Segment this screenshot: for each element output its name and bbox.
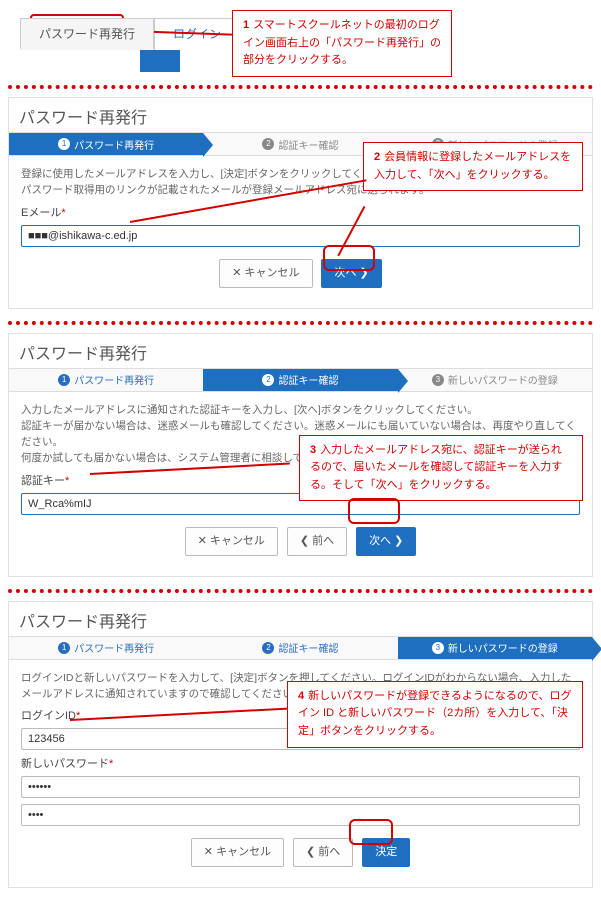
callout-4-text: 新しいパスワードが登録できるようになるので、ログイン ID と新しいパスワード（… (298, 690, 571, 737)
step-num-icon: 2 (262, 138, 274, 150)
panel-1: パスワード再発行 1 パスワード再発行 2 認証キー確認 3 新しいパスワードの… (8, 97, 593, 309)
separator-2 (8, 321, 593, 325)
authkey-label-text: 認証キー (21, 475, 65, 487)
panel-1-buttons: ✕ キャンセル 次へ ❯ (21, 259, 580, 288)
page-title: パスワード再発行 (9, 334, 592, 368)
separator-1 (8, 85, 593, 89)
step-1-label: パスワード再発行 (74, 372, 154, 387)
decorative-blue-stub (140, 50, 180, 72)
step-num-icon: 1 (58, 374, 70, 386)
next-button[interactable]: 次へ ❯ (321, 259, 381, 288)
cancel-button[interactable]: ✕ キャンセル (185, 527, 278, 556)
separator-3 (8, 589, 593, 593)
callout-2-num: 2 (374, 151, 380, 163)
step-1-label: パスワード再発行 (74, 137, 154, 152)
callout-1: 1スマートスクールネットの最初のログイン画面右上の「パスワード再発行」の部分をク… (232, 10, 452, 77)
step-num-icon: 2 (262, 374, 274, 386)
panel-3-buttons: ✕ キャンセル ❮ 前へ 決定 (21, 838, 580, 867)
step-2-active: 2 認証キー確認 (203, 368, 397, 392)
step-num-icon: 3 (432, 642, 444, 654)
section-panel-1: パスワード再発行 1 パスワード再発行 2 認証キー確認 3 新しいパスワードの… (0, 97, 601, 309)
tab-password-reissue[interactable]: パスワード再発行 (20, 18, 154, 50)
step-1-link[interactable]: 1 パスワード再発行 (9, 636, 203, 660)
callout-1-text: スマートスクールネットの最初のログイン画面右上の「パスワード再発行」の部分をクリ… (243, 19, 441, 66)
step-1-link[interactable]: 1 パスワード再発行 (9, 368, 203, 392)
step-3-label: 新しいパスワードの登録 (448, 640, 558, 655)
email-input[interactable] (21, 225, 580, 247)
callout-2-text: 会員情報に登録したメールアドレスを入力して、「次へ」をクリックする。 (374, 151, 571, 181)
section-panel-3: パスワード再発行 1 パスワード再発行 2 認証キー確認 3 新しいパスワードの… (0, 601, 601, 889)
callout-2: 2会員情報に登録したメールアドレスを入力して、「次へ」をクリックする。 (363, 142, 583, 191)
section-panel-2: パスワード再発行 1 パスワード再発行 2 認証キー確認 3 新しいパスワードの… (0, 333, 601, 577)
required-mark: * (61, 207, 65, 219)
newpw-label: 新しいパスワード* (21, 756, 580, 773)
panel-2-buttons: ✕ キャンセル ❮ 前へ 次へ ❯ (21, 527, 580, 556)
step-num-icon: 2 (262, 642, 274, 654)
step-1-label: パスワード再発行 (74, 640, 154, 655)
callout-3-num: 3 (310, 444, 316, 456)
next-button[interactable]: 次へ ❯ (356, 527, 416, 556)
page-title: パスワード再発行 (9, 602, 592, 636)
email-label: Eメール* (21, 205, 580, 222)
step-num-icon: 1 (58, 642, 70, 654)
stepper-3: 1 パスワード再発行 2 認証キー確認 3 新しいパスワードの登録 (9, 636, 592, 660)
step-num-icon: 1 (58, 138, 70, 150)
prev-button[interactable]: ❮ 前へ (287, 527, 347, 556)
prev-button[interactable]: ❮ 前へ (293, 838, 353, 867)
required-mark: * (65, 475, 69, 487)
step-3: 3 新しいパスワードの登録 (398, 368, 592, 392)
required-mark: * (109, 758, 113, 770)
loginid-label-text: ログインID (21, 710, 76, 722)
decide-button[interactable]: 決定 (362, 838, 410, 867)
step-2-label: 認証キー確認 (278, 640, 338, 655)
required-mark: * (76, 710, 80, 722)
step-2-link[interactable]: 2 認証キー確認 (203, 636, 397, 660)
step-1-active: 1 パスワード再発行 (9, 132, 203, 156)
panel-2-desc1: 入力したメールアドレスに通知された認証キーを入力し、[次へ]ボタンをクリックして… (21, 402, 580, 418)
newpw-input-2[interactable] (21, 804, 580, 826)
step-2-label: 認証キー確認 (278, 372, 338, 387)
page-title: パスワード再発行 (9, 98, 592, 132)
email-label-text: Eメール (21, 207, 61, 219)
newpw-input-1[interactable] (21, 776, 580, 798)
cancel-button[interactable]: ✕ キャンセル (191, 838, 284, 867)
step-num-icon: 3 (432, 374, 444, 386)
section-top: パスワード再発行 ログイン 1スマートスクールネットの最初のログイン画面右上の「… (0, 8, 601, 73)
callout-4: 4新しいパスワードが登録できるようになるので、ログイン ID と新しいパスワード… (287, 681, 583, 748)
step-3-label: 新しいパスワードの登録 (448, 372, 558, 387)
callout-3-text: 入力したメールアドレス宛に、認証キーが送られるので、届いたメールを確認して認証キ… (310, 444, 562, 491)
callout-4-num: 4 (298, 690, 304, 702)
step-3-active: 3 新しいパスワードの登録 (398, 636, 592, 660)
cancel-button[interactable]: ✕ キャンセル (219, 259, 312, 288)
step-2-label: 認証キー確認 (278, 137, 338, 152)
newpw-label-text: 新しいパスワード (21, 758, 109, 770)
callout-1-num: 1 (243, 19, 249, 31)
stepper-2: 1 パスワード再発行 2 認証キー確認 3 新しいパスワードの登録 (9, 368, 592, 392)
callout-3: 3入力したメールアドレス宛に、認証キーが送られるので、届いたメールを確認して認証… (299, 435, 583, 502)
